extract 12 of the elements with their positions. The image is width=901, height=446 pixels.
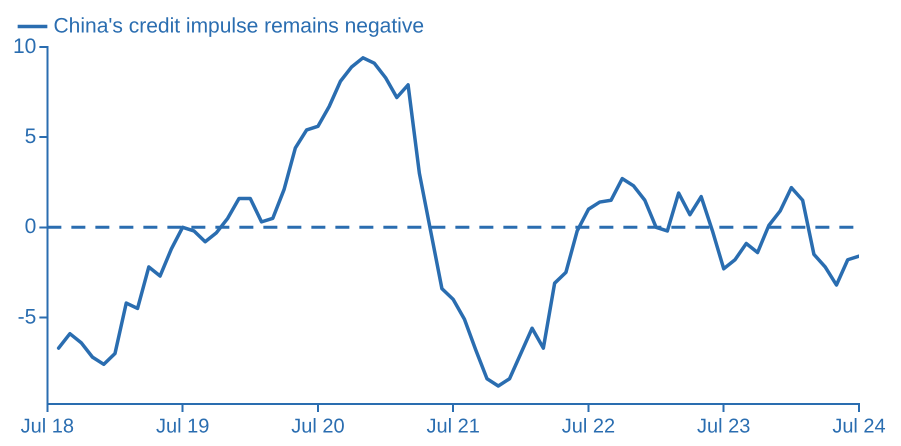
legend-label: China's credit impulse remains negative	[54, 14, 424, 38]
x-tick-label: Jul 19	[156, 416, 210, 438]
x-tick-label: Jul 21	[426, 416, 480, 438]
y-tick-label: 0	[24, 215, 36, 238]
y-tick-label: 5	[24, 124, 36, 148]
x-tick-label: Jul 23	[697, 416, 750, 438]
x-tick-label: Jul 20	[291, 416, 345, 438]
y-tick-label: 10	[13, 34, 36, 58]
x-tick-label: Jul 22	[562, 416, 616, 438]
y-tick-label: -5	[18, 305, 36, 328]
x-tick-label: Jul 24	[832, 416, 886, 438]
x-tick-label: Jul 18	[20, 416, 74, 438]
